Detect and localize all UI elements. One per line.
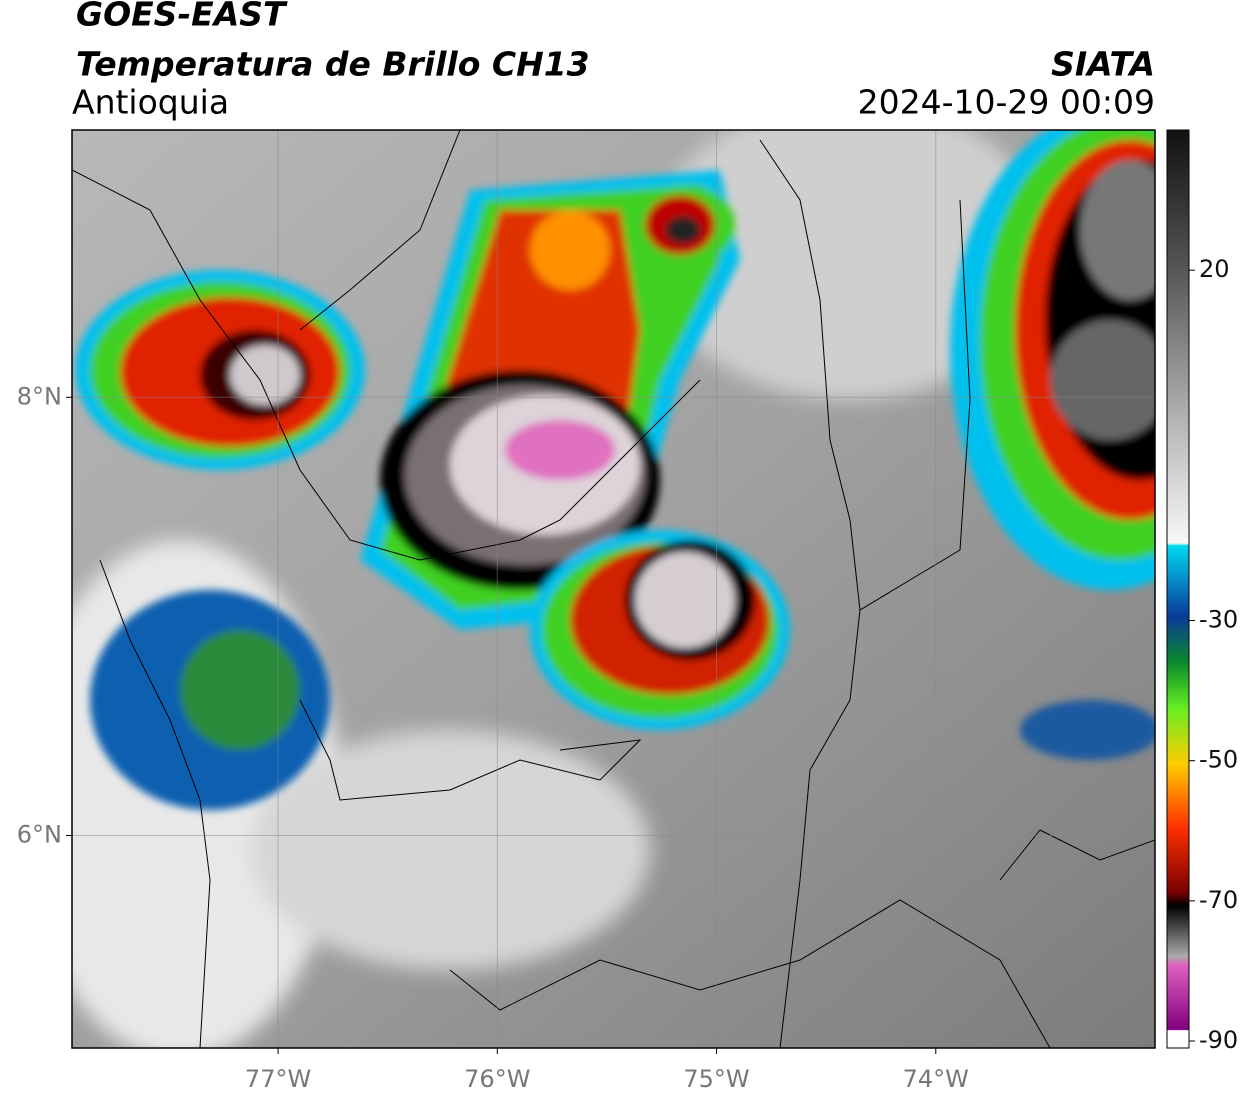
source: SIATA xyxy=(1051,45,1155,84)
map-frame xyxy=(71,129,1156,1049)
colorbar-tick-label: -90 xyxy=(1199,1026,1238,1054)
x-tick-label: 75°W xyxy=(683,1065,749,1093)
imagery xyxy=(72,130,1155,1048)
y-tick-label: 8°N xyxy=(17,382,62,410)
colorbar-tick-label: -70 xyxy=(1199,886,1238,914)
colorbar-tick-label: -30 xyxy=(1199,606,1238,634)
x-tick-label: 76°W xyxy=(464,1065,530,1093)
colorbar-tick-label: 20 xyxy=(1199,255,1230,283)
colorbar xyxy=(1166,129,1190,1049)
title: GOES-EAST xyxy=(76,0,288,34)
region: Antioquia xyxy=(72,83,229,122)
y-tick-label: 6°N xyxy=(17,820,62,848)
x-tick-label: 74°W xyxy=(903,1065,969,1093)
grid xyxy=(72,130,1155,1048)
timestamp: 2024-10-29 00:09 xyxy=(858,83,1155,122)
colorbar-tick-label: -50 xyxy=(1199,746,1238,774)
subtitle: Temperatura de Brillo CH13 xyxy=(76,45,590,84)
x-tick-label: 77°W xyxy=(245,1065,311,1093)
